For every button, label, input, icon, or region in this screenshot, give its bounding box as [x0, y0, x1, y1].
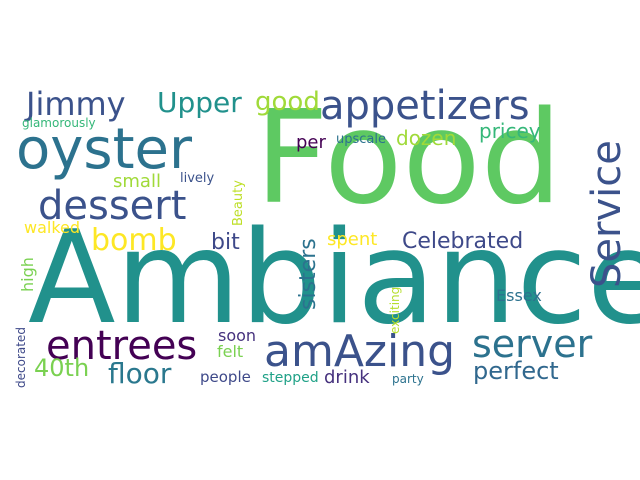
word-floor: floor	[108, 357, 172, 390]
word-dozen: dozen	[396, 126, 457, 150]
word-amazing: amAzing	[264, 326, 456, 377]
word-bit: bit	[211, 230, 240, 255]
word-lively: lively	[180, 171, 215, 186]
word-exciting: exciting	[388, 286, 402, 334]
word-entrees: entrees	[46, 323, 198, 369]
word-beauty: Beauty	[231, 180, 246, 226]
word-glamorously: glamorously	[22, 116, 96, 130]
word-drink: drink	[324, 367, 370, 388]
word-sisters: sisters	[296, 238, 321, 310]
word-upper: Upper	[157, 86, 242, 119]
word-pricey: pricey	[479, 119, 541, 143]
word-decorated: decorated	[14, 327, 28, 388]
word-dessert: dessert	[38, 183, 187, 229]
word-high: high	[18, 257, 37, 292]
word-small: small	[113, 171, 161, 192]
word-bomb: bomb	[91, 223, 177, 258]
word-spent: spent	[327, 229, 378, 250]
word-felt: felt	[217, 342, 244, 361]
word-good: good	[255, 87, 320, 117]
word-soon: soon	[218, 326, 257, 345]
word-server: server	[472, 322, 593, 366]
word-jimmy: Jimmy	[26, 85, 126, 123]
word-per: per	[296, 132, 326, 153]
word-service: Service	[584, 140, 630, 288]
word-stepped: stepped	[262, 370, 319, 386]
word-party: party	[392, 372, 424, 386]
word-people: people	[200, 368, 251, 386]
word-celebrated: Celebrated	[402, 229, 524, 254]
word-perfect: perfect	[473, 357, 559, 385]
word-ambiance: Ambiance	[28, 204, 640, 353]
word-40th: 40th	[34, 354, 90, 382]
word-appetizers: appetizers	[320, 83, 530, 129]
word-walked: walked	[24, 218, 81, 237]
word-upscale: upscale	[336, 132, 386, 147]
word-oyster: oyster	[16, 117, 193, 182]
word-essex: Essex	[496, 286, 542, 305]
word-food: Food	[255, 84, 562, 233]
